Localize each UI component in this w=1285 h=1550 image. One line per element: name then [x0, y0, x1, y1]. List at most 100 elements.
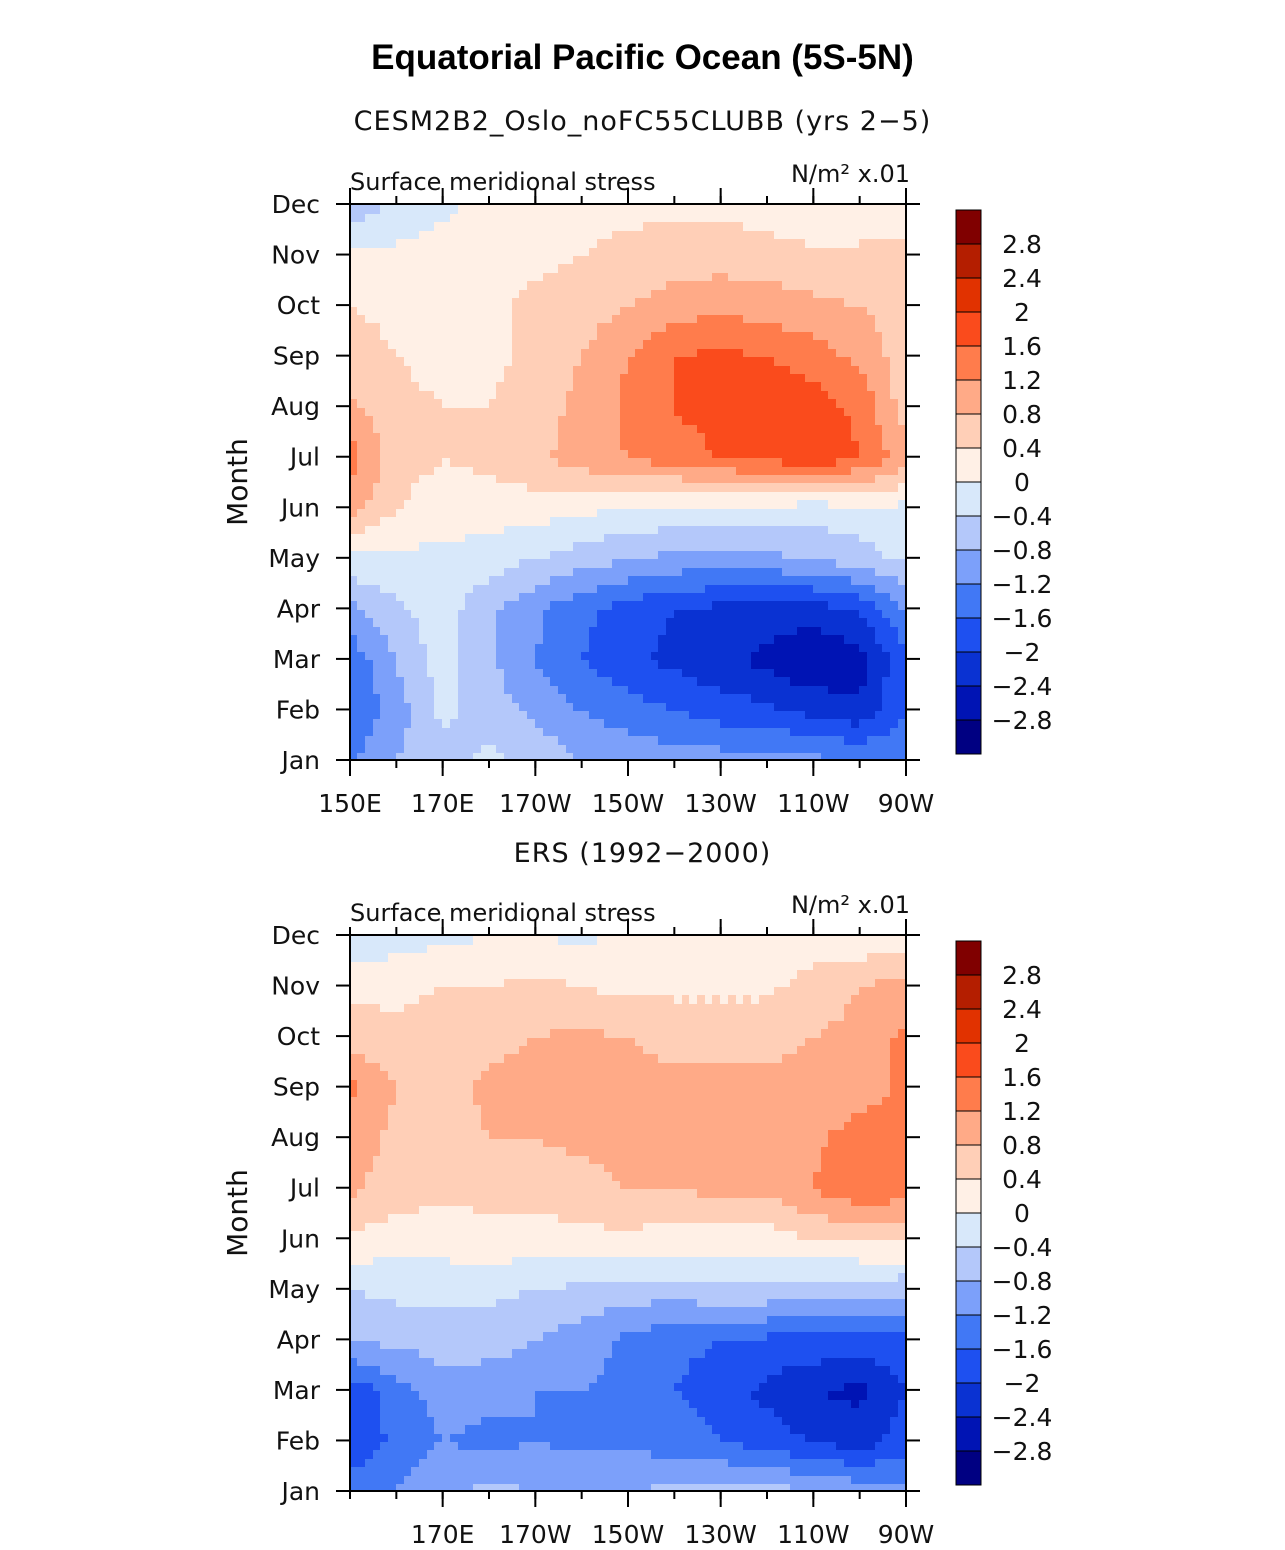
contour-cell	[643, 650, 653, 660]
contour-cell	[543, 566, 552, 576]
contour-cell	[635, 490, 645, 500]
contour-cell	[365, 220, 375, 231]
contour-cell	[689, 616, 699, 627]
contour-cell	[821, 625, 830, 635]
contour-cell	[481, 237, 490, 248]
contour-cell	[434, 498, 444, 509]
contour-cell	[759, 709, 768, 719]
contour-cell	[388, 642, 398, 652]
contour-cell	[434, 237, 444, 248]
contour-cell	[458, 313, 467, 323]
contour-cell	[519, 465, 529, 475]
contour-cell	[643, 549, 653, 559]
contour-cell	[728, 701, 738, 711]
contour-cell	[666, 482, 676, 492]
contour-cell	[581, 431, 591, 441]
contour-cell	[427, 507, 436, 517]
contour-cell	[450, 566, 460, 576]
contour-cell	[882, 448, 892, 458]
contour-cell	[882, 204, 892, 214]
contour-cell	[496, 338, 506, 349]
contour-cell	[566, 532, 575, 542]
contour-cell	[396, 751, 406, 761]
contour-cell	[419, 540, 429, 551]
contour-cell	[867, 439, 877, 450]
contour-cell	[651, 229, 660, 239]
contour-cell	[851, 692, 861, 703]
contour-cell	[357, 583, 367, 593]
contour-cell	[898, 262, 907, 273]
contour-cell	[504, 599, 514, 610]
contour-cell	[465, 1474, 475, 1484]
contour-cell	[774, 296, 784, 307]
contour-cell	[651, 549, 660, 559]
contour-cell	[651, 246, 660, 256]
contour-cell	[759, 667, 768, 677]
contour-cell	[890, 549, 900, 559]
contour-cell	[813, 734, 823, 745]
contour-cell	[720, 254, 730, 264]
contour-cell	[805, 456, 815, 467]
contour-cell	[411, 246, 421, 256]
contour-cell	[743, 465, 753, 475]
contour-cell	[489, 380, 498, 391]
contour-cell	[743, 557, 753, 568]
contour-cell	[635, 540, 645, 551]
contour-cell	[465, 490, 475, 500]
contour-cell	[736, 414, 745, 425]
contour-cell	[350, 549, 359, 559]
contour-cell	[442, 726, 452, 736]
contour-cell	[396, 262, 406, 273]
contour-cell	[396, 313, 406, 323]
contour-cell	[813, 229, 823, 239]
contour-cell	[882, 305, 892, 315]
contour-cell	[674, 220, 684, 231]
contour-cell	[743, 616, 753, 627]
contour-cell	[805, 305, 815, 315]
contour-cell	[628, 372, 637, 382]
contour-cell	[558, 330, 568, 340]
contour-cell	[450, 692, 460, 703]
contour-cell	[658, 717, 668, 728]
contour-cell	[535, 229, 545, 239]
contour-cell	[682, 212, 691, 222]
contour-cell	[743, 355, 753, 366]
contour-cell	[836, 389, 846, 399]
contour-cell	[512, 313, 521, 323]
contour-cell	[628, 204, 637, 214]
contour-cell	[898, 667, 907, 677]
contour-cell	[882, 658, 892, 669]
contour-cell	[859, 743, 869, 753]
contour-cell	[859, 389, 869, 399]
contour-cell	[774, 642, 784, 652]
contour-cell	[458, 566, 467, 576]
contour-cell	[473, 692, 483, 703]
contour-cell	[767, 321, 776, 332]
contour-cell	[581, 321, 591, 332]
contour-cell	[496, 364, 506, 374]
contour-cell	[357, 692, 367, 703]
contour-cell	[628, 321, 637, 332]
contour-cell	[473, 262, 483, 273]
contour-cell	[558, 355, 568, 366]
contour-cell	[465, 726, 475, 736]
contour-cell	[419, 524, 429, 534]
contour-cell	[504, 279, 514, 290]
contour-cell	[350, 726, 359, 736]
contour-cell	[357, 237, 367, 248]
contour-cell	[566, 591, 575, 601]
contour-cell	[519, 212, 529, 222]
contour-cell	[790, 288, 799, 298]
contour-cell	[628, 540, 637, 551]
contour-cell	[527, 321, 537, 332]
contour-cell	[728, 288, 738, 298]
contour-cell	[828, 380, 838, 391]
contour-cell	[566, 279, 575, 290]
contour-cell	[898, 237, 907, 248]
contour-cell	[720, 557, 730, 568]
contour-cell	[658, 701, 668, 711]
contour-cell	[535, 591, 545, 601]
contour-cell	[581, 684, 591, 694]
contour-cell	[419, 574, 429, 585]
contour-cell	[628, 262, 637, 273]
